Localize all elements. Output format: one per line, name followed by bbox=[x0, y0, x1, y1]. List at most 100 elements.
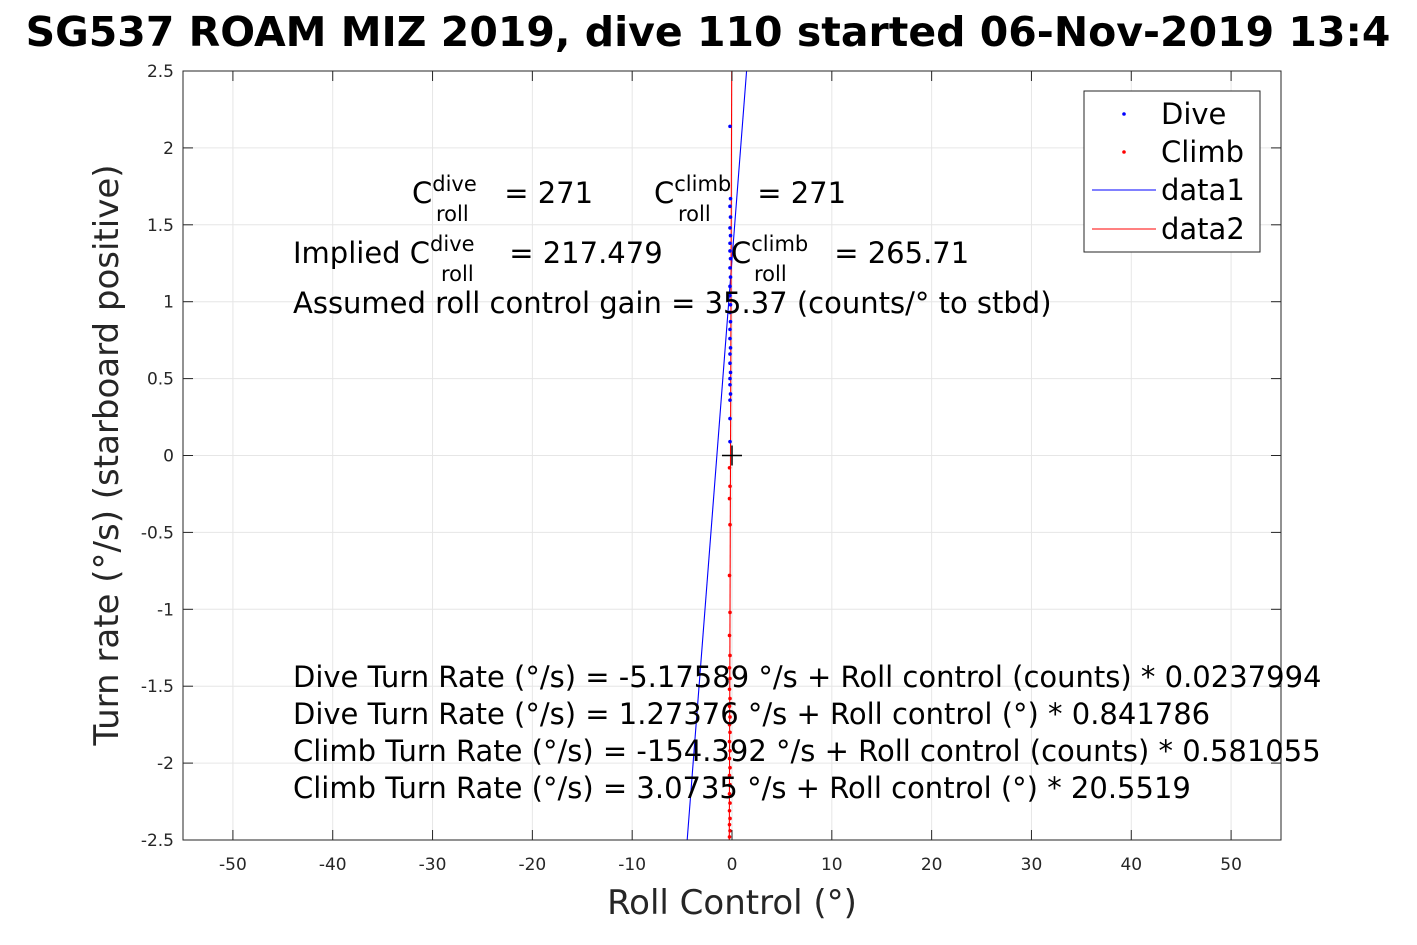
y-tick-label: -0.5 bbox=[141, 523, 174, 543]
data-point-dive bbox=[728, 370, 733, 375]
legend-marker-dive bbox=[1122, 112, 1126, 116]
data-point-dive bbox=[728, 398, 732, 402]
y-tick-label: 0.5 bbox=[147, 370, 174, 390]
data-point-climb bbox=[727, 704, 732, 708]
y-tick-label: -2.5 bbox=[141, 831, 174, 851]
x-tick-label: -10 bbox=[618, 855, 646, 875]
x-tick-label: -30 bbox=[419, 855, 447, 875]
data-point-dive bbox=[728, 352, 732, 356]
data-point-dive bbox=[728, 233, 733, 238]
data-point-dive bbox=[728, 346, 733, 350]
annotation-fit-4: Climb Turn Rate (°/s) = 3.0735 °/s + Rol… bbox=[293, 771, 1191, 805]
data-point-climb bbox=[727, 466, 732, 470]
x-tick-label: -40 bbox=[319, 855, 347, 875]
data-point-dive bbox=[728, 310, 732, 315]
data-point-climb bbox=[728, 484, 732, 489]
legend-label-climb: Climb bbox=[1161, 135, 1244, 169]
data-point-dive bbox=[728, 284, 732, 289]
data-point-climb bbox=[728, 676, 732, 681]
data-point-climb bbox=[728, 782, 732, 787]
data-point-dive bbox=[728, 361, 732, 366]
data-point-climb bbox=[727, 739, 732, 744]
data-point-dive bbox=[728, 124, 732, 129]
annotation-fit-3: Climb Turn Rate (°/s) = -154.392 °/s + R… bbox=[293, 734, 1321, 768]
data-point-climb bbox=[727, 687, 732, 692]
fit-line-data1 bbox=[686, 70, 748, 841]
data-point-dive bbox=[728, 382, 732, 387]
data-point-climb bbox=[727, 756, 732, 761]
data-point-climb bbox=[728, 653, 732, 658]
data-point-dive bbox=[728, 226, 732, 230]
data-point-dive bbox=[728, 302, 733, 307]
data-point-dive bbox=[728, 293, 732, 298]
legend-label-data2: data2 bbox=[1161, 212, 1245, 246]
data-point-dive bbox=[728, 392, 733, 396]
legend-marker-climb bbox=[1122, 150, 1126, 154]
annotation-gain: Assumed roll control gain = 35.37 (count… bbox=[293, 286, 1052, 320]
x-tick-label: -50 bbox=[219, 855, 247, 875]
y-tick-label: 0 bbox=[163, 447, 174, 467]
data-point-climb bbox=[727, 808, 732, 813]
annotation-implied-dive: Implied Cdive roll = 217.479 bbox=[293, 232, 663, 286]
data-points bbox=[722, 124, 742, 839]
y-tick-label: -1 bbox=[157, 600, 174, 620]
data-point-dive bbox=[728, 336, 732, 341]
annotation-c-climb: Cclimb roll = 271 bbox=[654, 172, 846, 226]
data-point-climb bbox=[728, 715, 732, 719]
legend: Dive Climb data1 data2 bbox=[1083, 90, 1261, 253]
data-point-dive bbox=[728, 327, 732, 332]
data-point-climb bbox=[727, 835, 732, 839]
y-tick-label: -1.5 bbox=[141, 677, 174, 697]
legend-box bbox=[1083, 90, 1261, 253]
x-tick-label: 20 bbox=[921, 855, 943, 875]
data-point-dive bbox=[728, 241, 732, 246]
data-point-dive bbox=[728, 266, 732, 270]
x-axis-label: Roll Control (°) bbox=[607, 883, 857, 923]
annotation-implied-climb: Cclimb roll = 265.71 bbox=[731, 232, 969, 286]
y-tick-label: 1.5 bbox=[147, 216, 174, 236]
data-point-climb bbox=[728, 748, 732, 753]
x-tick-label: -20 bbox=[518, 855, 546, 875]
data-point-dive bbox=[728, 256, 733, 261]
data-point-climb bbox=[728, 522, 732, 527]
chart-title: SG537 ROAM MIZ 2019, dive 110 started 06… bbox=[26, 8, 1391, 56]
x-tick-label: 30 bbox=[1021, 855, 1043, 875]
data-point-dive bbox=[728, 319, 733, 324]
data-point-dive bbox=[728, 275, 733, 279]
data-point-climb bbox=[727, 792, 732, 796]
x-tick-label: 40 bbox=[1120, 855, 1142, 875]
data-point-climb bbox=[728, 765, 732, 770]
x-tick-label: 50 bbox=[1220, 855, 1242, 875]
data-point-dive bbox=[728, 416, 732, 421]
data-point-climb bbox=[728, 610, 732, 615]
tick-labels: -50 -40 -30 -20 -10 0 10 20 30 40 50-2.5-2-1.5-1-0… bbox=[141, 62, 1242, 875]
y-tick-label: 2.5 bbox=[147, 62, 174, 82]
annotation-fit-1: Dive Turn Rate (°/s) = -5.17589 °/s + Ro… bbox=[293, 660, 1321, 694]
data-point-climb bbox=[727, 822, 732, 827]
y-axis-label: Turn rate (°/s) (starboard positive) bbox=[87, 164, 127, 746]
legend-label-dive: Dive bbox=[1161, 97, 1226, 131]
data-point-climb bbox=[728, 816, 732, 821]
data-point-climb bbox=[728, 801, 732, 805]
legend-label-data1: data1 bbox=[1161, 173, 1245, 207]
y-tick-label: 1 bbox=[163, 293, 174, 313]
data-point-climb bbox=[727, 665, 732, 670]
data-point-climb bbox=[727, 633, 732, 638]
x-tick-label: 0 bbox=[727, 855, 738, 875]
data-point-dive bbox=[728, 204, 732, 209]
data-point-dive bbox=[728, 376, 732, 381]
data-point-climb bbox=[727, 722, 732, 727]
axes bbox=[182, 70, 1282, 841]
data-point-climb bbox=[728, 828, 732, 833]
data-point-dive bbox=[728, 215, 733, 219]
x-tick-label: 10 bbox=[821, 855, 843, 875]
data-point-dive bbox=[728, 249, 732, 253]
y-tick-label: -2 bbox=[157, 754, 174, 774]
y-tick-label: 2 bbox=[163, 139, 174, 159]
data-point-climb bbox=[728, 696, 732, 701]
data-point-climb bbox=[727, 573, 732, 578]
data-point-climb bbox=[727, 773, 732, 778]
data-point-climb bbox=[728, 730, 732, 735]
annotation-c-dive: Cdive roll = 271 bbox=[412, 172, 593, 226]
